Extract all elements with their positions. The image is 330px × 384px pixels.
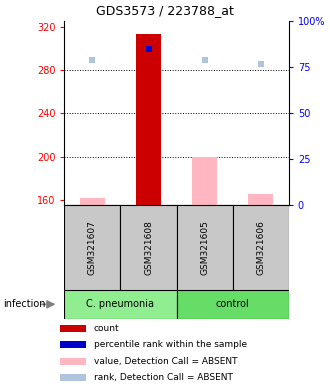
Text: rank, Detection Call = ABSENT: rank, Detection Call = ABSENT xyxy=(94,373,233,382)
Text: count: count xyxy=(94,324,119,333)
Text: infection: infection xyxy=(3,299,46,310)
Text: GDS3573 / 223788_at: GDS3573 / 223788_at xyxy=(96,4,234,17)
Point xyxy=(202,57,207,63)
Point xyxy=(258,60,263,66)
Text: C. pneumonia: C. pneumonia xyxy=(86,299,154,310)
Bar xyxy=(64,290,177,319)
Text: control: control xyxy=(216,299,249,310)
Text: GSM321605: GSM321605 xyxy=(200,220,209,275)
Bar xyxy=(120,205,177,290)
Bar xyxy=(60,358,86,365)
Text: GSM321608: GSM321608 xyxy=(144,220,153,275)
Bar xyxy=(192,157,217,205)
Bar xyxy=(177,205,233,290)
Text: GSM321606: GSM321606 xyxy=(256,220,265,275)
Point xyxy=(146,46,151,52)
Bar xyxy=(60,325,86,332)
Bar xyxy=(60,341,86,348)
Bar xyxy=(136,34,161,205)
Text: GSM321607: GSM321607 xyxy=(88,220,97,275)
Text: percentile rank within the sample: percentile rank within the sample xyxy=(94,340,247,349)
Bar xyxy=(248,194,273,205)
Bar xyxy=(64,205,120,290)
Bar xyxy=(233,205,289,290)
Bar xyxy=(60,374,86,381)
Bar xyxy=(177,290,289,319)
Bar xyxy=(80,199,105,205)
Point xyxy=(90,57,95,63)
Text: value, Detection Call = ABSENT: value, Detection Call = ABSENT xyxy=(94,357,237,366)
